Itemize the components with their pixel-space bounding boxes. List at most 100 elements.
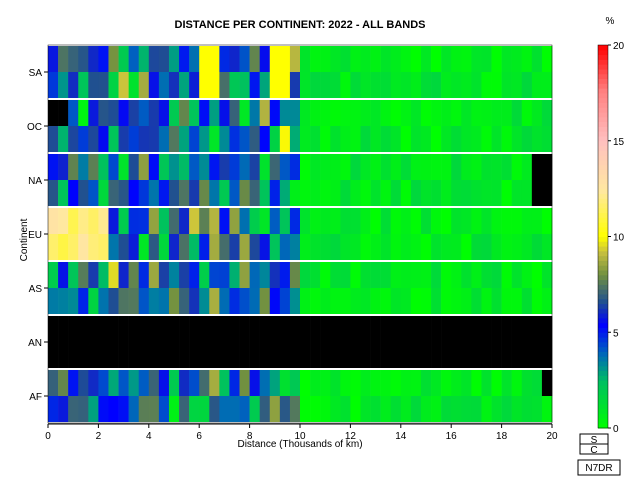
- heatmap-cell: [451, 72, 462, 98]
- heatmap-cell: [360, 154, 371, 180]
- heatmap-cell: [189, 100, 200, 126]
- colorbar-segment: [598, 45, 608, 51]
- heatmap-cell: [259, 100, 271, 126]
- heatmap-cell: [390, 234, 402, 260]
- heatmap-cell: [441, 316, 452, 342]
- heatmap-cell: [199, 396, 210, 422]
- colorbar-segment: [598, 308, 608, 314]
- heatmap-cell: [189, 396, 200, 422]
- colorbar-segment: [598, 346, 608, 352]
- heatmap-cell: [279, 316, 291, 342]
- heatmap-cell: [138, 316, 150, 342]
- heatmap-cell: [400, 262, 412, 288]
- heatmap-cell: [481, 100, 492, 126]
- heatmap-cell: [350, 180, 361, 206]
- heatmap-cell: [481, 208, 492, 234]
- heatmap-cell: [501, 288, 512, 314]
- heatmap-cell: [148, 288, 160, 314]
- colorbar-segment: [598, 83, 608, 89]
- heatmap-cell: [189, 72, 200, 98]
- heatmap-cell: [78, 46, 89, 72]
- heatmap-cell: [310, 288, 321, 314]
- heatmap-cell: [229, 342, 240, 368]
- heatmap-cell: [78, 288, 89, 314]
- heatmap-cell: [410, 316, 422, 342]
- x-tick-label: 2: [96, 431, 102, 442]
- heatmap-cell: [168, 72, 180, 98]
- heatmap-cell: [269, 396, 281, 422]
- heatmap-cell: [410, 72, 422, 98]
- heatmap-cell: [370, 370, 381, 396]
- heatmap-cell: [108, 180, 119, 206]
- heatmap-cell: [390, 396, 402, 422]
- heatmap-cell: [68, 154, 79, 180]
- heatmap-cell: [451, 100, 462, 126]
- heatmap-cell: [249, 208, 260, 234]
- heatmap-cell: [259, 126, 271, 152]
- x-axis: 0 2 4 6 8 10 12 14 16 18 20: [45, 423, 558, 442]
- legend-box: S C: [579, 433, 609, 456]
- heatmap-cell: [179, 288, 190, 314]
- heatmap-cell: [380, 288, 392, 314]
- heatmap-cell: [209, 234, 220, 260]
- heatmap-cell: [58, 234, 69, 260]
- heatmap-cell: [481, 126, 492, 152]
- colorbar-segment: [598, 327, 608, 333]
- heatmap-cell: [78, 72, 89, 98]
- heatmap-cell: [491, 72, 502, 98]
- heatmap-cell: [98, 316, 109, 342]
- heatmap-cell: [88, 46, 99, 72]
- heatmap-cell: [441, 126, 452, 152]
- heatmap-cell: [481, 234, 492, 260]
- heatmap-cell: [400, 234, 412, 260]
- heatmap-cell: [269, 72, 281, 98]
- heatmap-cell: [239, 262, 250, 288]
- heatmap-cell: [300, 46, 311, 72]
- colorbar-segment: [598, 150, 608, 156]
- heatmap-cell: [269, 154, 281, 180]
- heatmap-cell: [98, 370, 109, 396]
- heatmap-cell: [320, 262, 331, 288]
- heatmap-cell: [118, 208, 129, 234]
- heatmap-cell: [360, 72, 371, 98]
- heatmap-cell: [249, 262, 260, 288]
- y-tick-label: EU: [28, 230, 42, 241]
- heatmap-cell: [340, 100, 351, 126]
- heatmap-cell: [360, 262, 371, 288]
- heatmap-cell: [98, 100, 109, 126]
- heatmap-cell: [481, 370, 492, 396]
- heatmap-cell: [118, 288, 129, 314]
- heatmap-cell: [158, 370, 170, 396]
- colorbar-segment: [598, 265, 608, 271]
- heatmap-cell: [431, 234, 442, 260]
- heatmap-cell: [128, 288, 140, 314]
- heatmap-cell: [451, 396, 462, 422]
- heatmap-cell: [249, 154, 260, 180]
- heatmap-cell: [310, 154, 321, 180]
- heatmap-cell: [229, 316, 240, 342]
- heatmap-cell: [199, 100, 210, 126]
- heatmap-cell: [98, 46, 109, 72]
- heatmap-cell: [491, 154, 502, 180]
- heatmap-cell: [209, 208, 220, 234]
- heatmap-cell: [209, 100, 220, 126]
- heatmap-cell: [138, 154, 150, 180]
- heatmap-cell: [108, 72, 119, 98]
- heatmap-cell: [98, 126, 109, 152]
- heatmap-cell: [360, 126, 371, 152]
- heatmap-cell: [259, 288, 271, 314]
- heatmap-cell: [269, 342, 281, 368]
- colorbar-segment: [598, 54, 608, 60]
- heatmap-cell: [300, 234, 311, 260]
- heatmap-cell: [511, 208, 523, 234]
- heatmap-cell: [431, 208, 442, 234]
- heatmap-cell: [148, 316, 160, 342]
- heatmap-cell: [78, 100, 89, 126]
- heatmap-cell: [88, 396, 99, 422]
- heatmap-cell: [229, 72, 240, 98]
- heatmap-cells: [47, 44, 553, 424]
- heatmap-cell: [501, 180, 512, 206]
- colorbar-segment: [598, 159, 608, 166]
- heatmap-cell: [441, 154, 452, 180]
- heatmap-cell: [330, 208, 341, 234]
